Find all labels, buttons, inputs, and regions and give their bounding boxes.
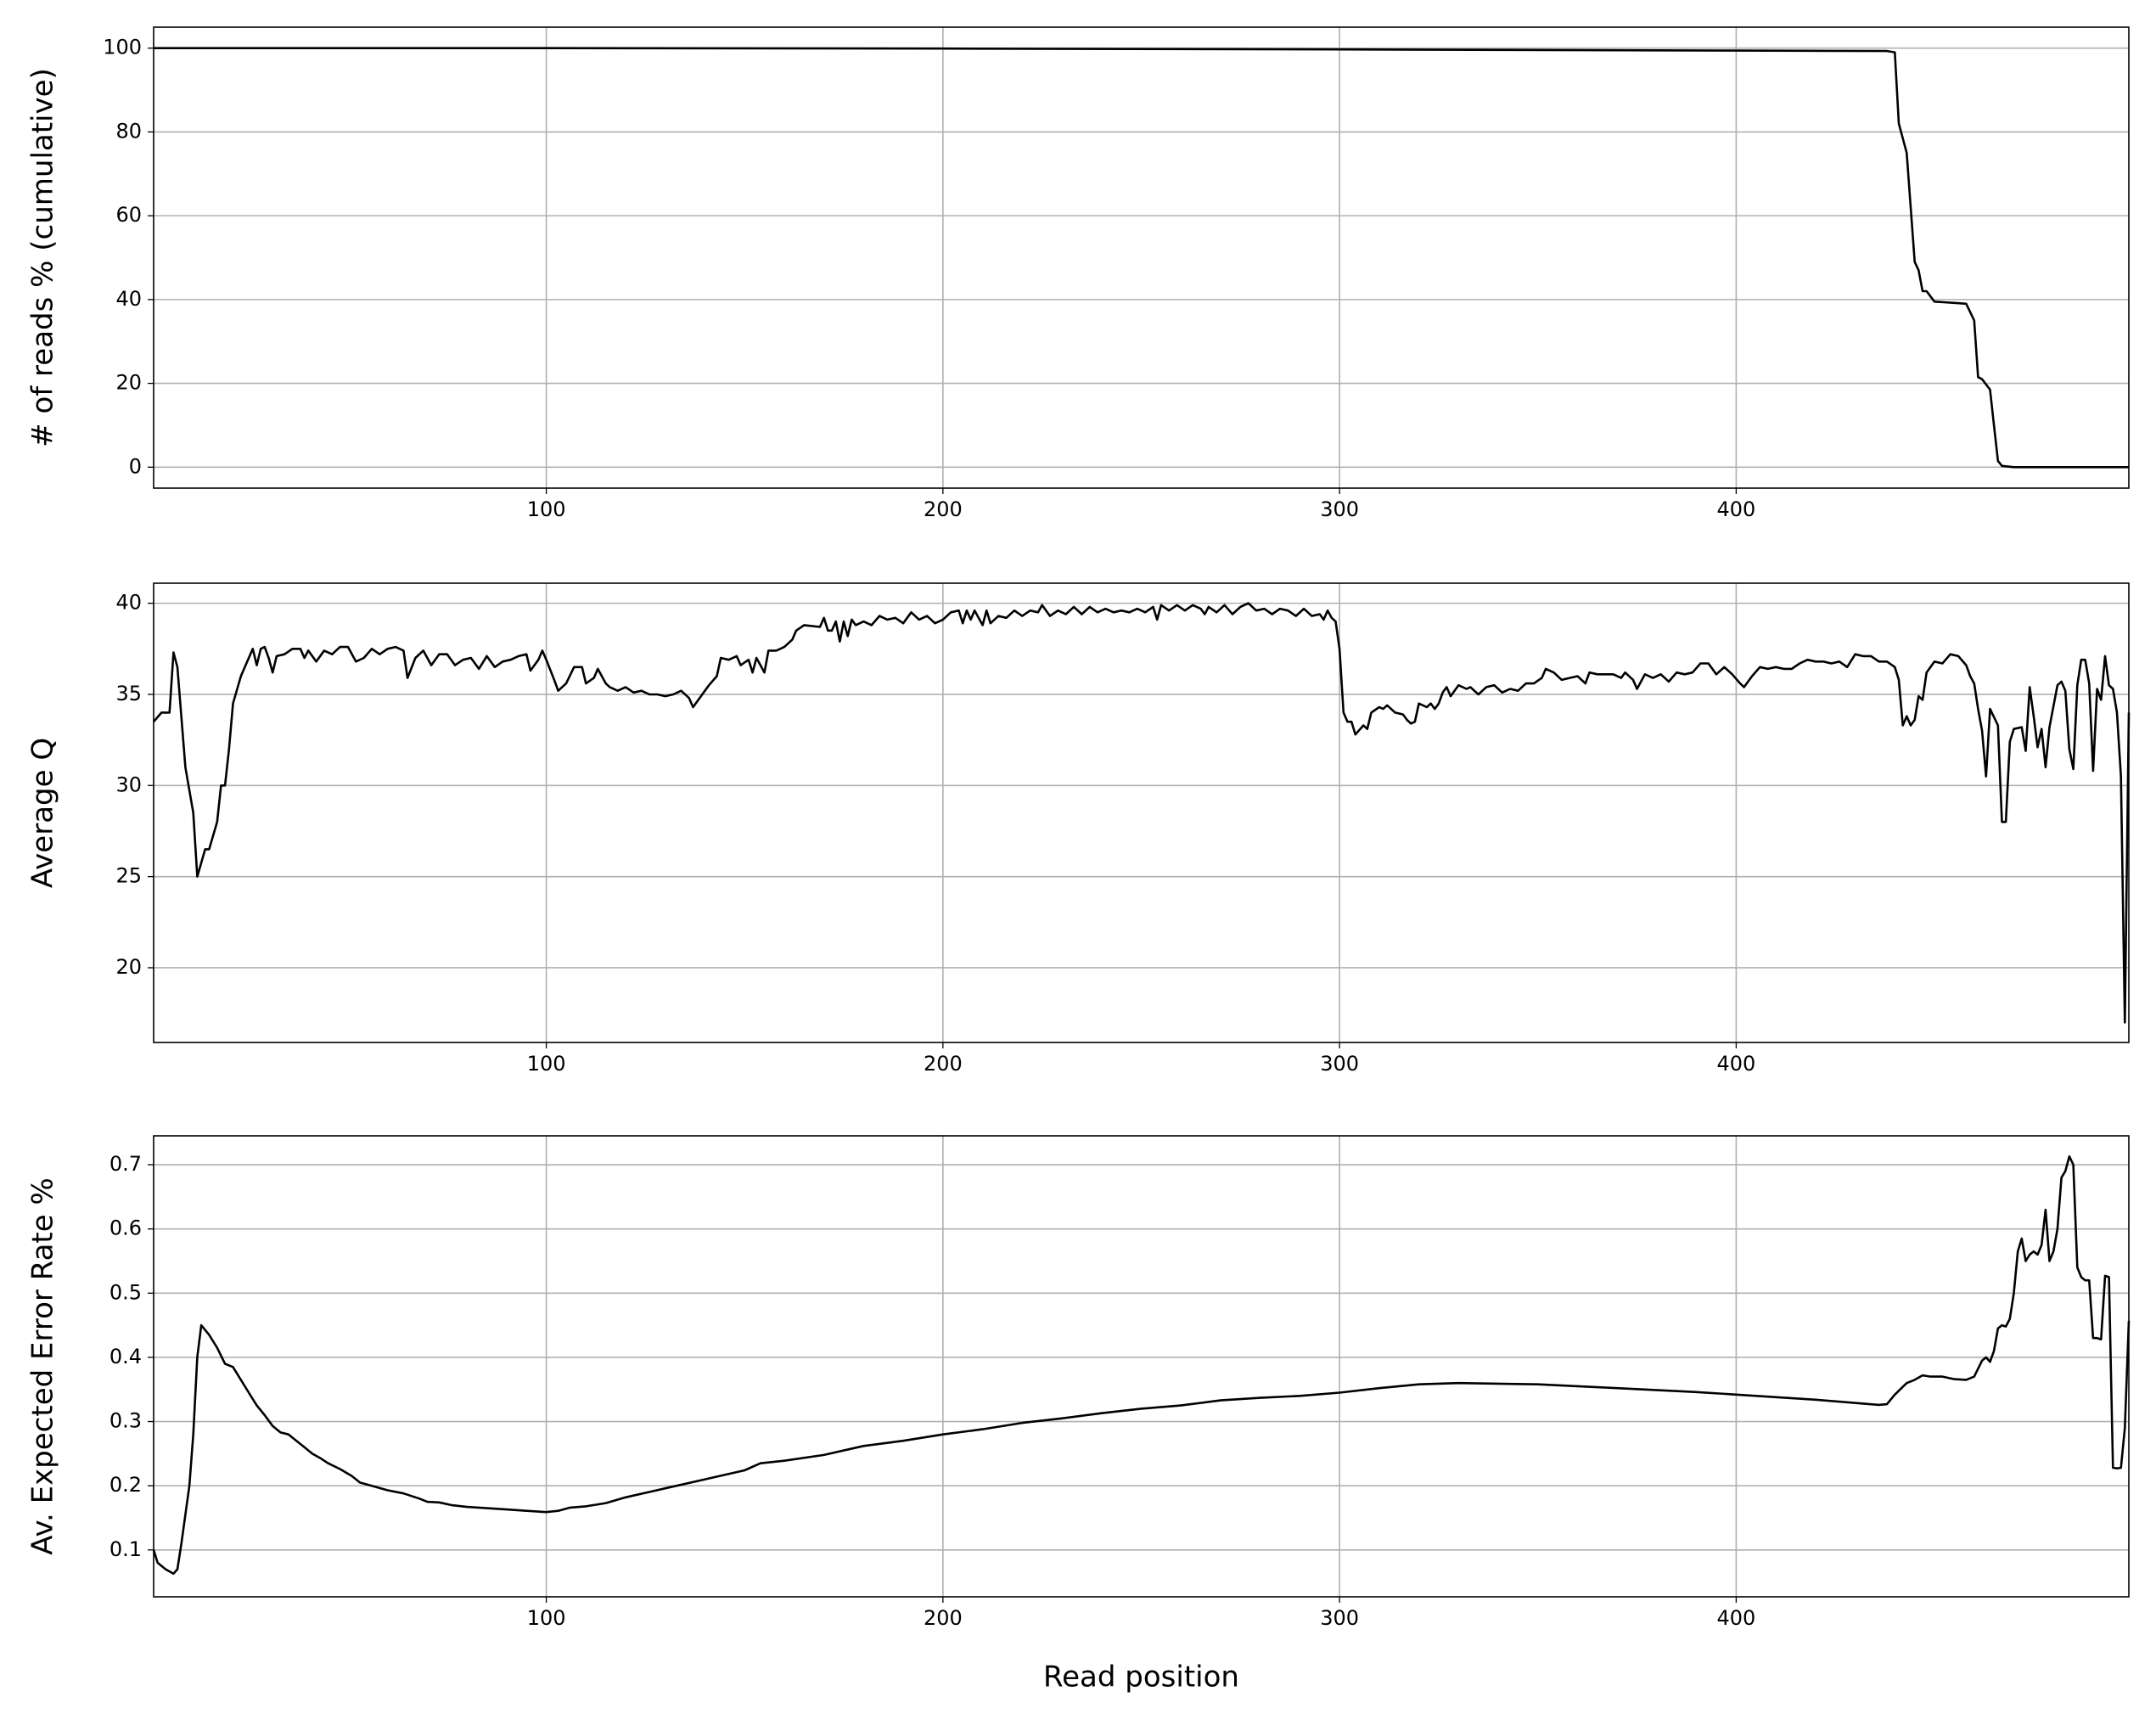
y-tick-label: 0.5	[109, 1280, 142, 1304]
y-tick-label: 100	[103, 36, 142, 59]
y-tick-label: 0.6	[109, 1216, 142, 1240]
y-tick-label: 35	[115, 682, 142, 705]
y-axis-label: Av. Expected Error Rate %	[26, 1177, 60, 1555]
y-tick-label: 25	[115, 864, 142, 888]
y-tick-label: 40	[115, 591, 142, 615]
x-tick-label: 400	[1716, 1606, 1755, 1630]
x-tick-label: 300	[1320, 1606, 1359, 1630]
y-tick-label: 0.4	[109, 1345, 142, 1368]
data-line	[153, 602, 2131, 1024]
plot-frame	[153, 582, 2130, 1043]
y-tick-label: 0.3	[109, 1409, 142, 1433]
plot-frame	[153, 26, 2130, 489]
x-tick-label: 400	[1716, 1052, 1755, 1076]
x-axis-label: Read position	[1043, 1660, 1239, 1694]
x-tick-label: 100	[527, 1606, 566, 1630]
y-tick-label: 40	[115, 287, 142, 311]
y-tick-label: 0.7	[109, 1152, 142, 1176]
y-tick-label: 20	[115, 371, 142, 395]
y-tick-label: 60	[115, 203, 142, 227]
x-tick-label: 400	[1716, 497, 1755, 521]
x-tick-label: 200	[924, 1052, 963, 1076]
y-tick-label: 0.2	[109, 1473, 142, 1497]
x-tick-label: 300	[1320, 497, 1359, 521]
y-axis-label: # of reads % (cumulative)	[26, 68, 60, 447]
x-tick-label: 100	[527, 497, 566, 521]
y-tick-label: 30	[115, 773, 142, 796]
y-tick-label: 20	[115, 955, 142, 979]
y-axis-label: Average Q	[26, 738, 60, 888]
y-tick-label: 0.1	[109, 1537, 142, 1561]
x-tick-label: 200	[924, 497, 963, 521]
x-tick-label: 300	[1320, 1052, 1359, 1076]
data-line	[154, 47, 2129, 469]
x-tick-label: 100	[527, 1052, 566, 1076]
y-tick-label: 80	[115, 119, 142, 143]
data-line	[152, 1155, 2131, 1576]
plot-frame	[153, 1135, 2130, 1598]
x-tick-label: 200	[924, 1606, 963, 1630]
y-tick-label: 0	[129, 454, 142, 478]
